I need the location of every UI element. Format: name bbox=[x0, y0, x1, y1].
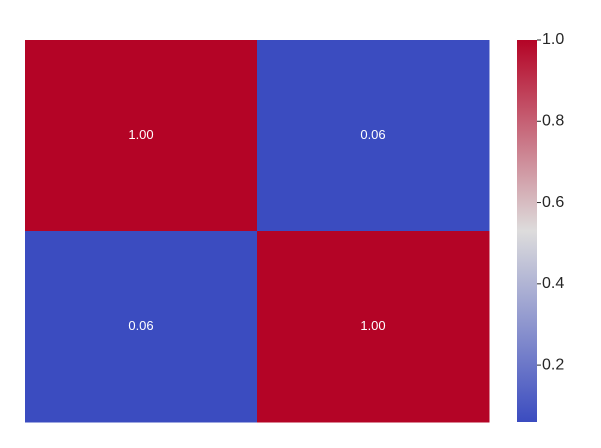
heatmap-cell bbox=[257, 231, 490, 423]
heatmap-cell bbox=[25, 40, 258, 232]
colorbar-tick-label: 0.2 bbox=[542, 356, 564, 373]
colorbar bbox=[517, 40, 537, 422]
cell-label: 1.00 bbox=[360, 318, 385, 333]
colorbar-tick-label: 0.8 bbox=[542, 112, 564, 129]
heatmap-cell bbox=[25, 231, 258, 423]
heatmap-cell bbox=[257, 40, 490, 232]
cell-label: 0.06 bbox=[360, 127, 385, 142]
colorbar-tick-label: 0.6 bbox=[542, 194, 564, 211]
colorbar-tick-label: 0.4 bbox=[542, 275, 564, 292]
cell-label: 0.06 bbox=[128, 318, 153, 333]
cell-label: 1.00 bbox=[128, 127, 153, 142]
colorbar-tick-label: 1.0 bbox=[542, 31, 564, 48]
